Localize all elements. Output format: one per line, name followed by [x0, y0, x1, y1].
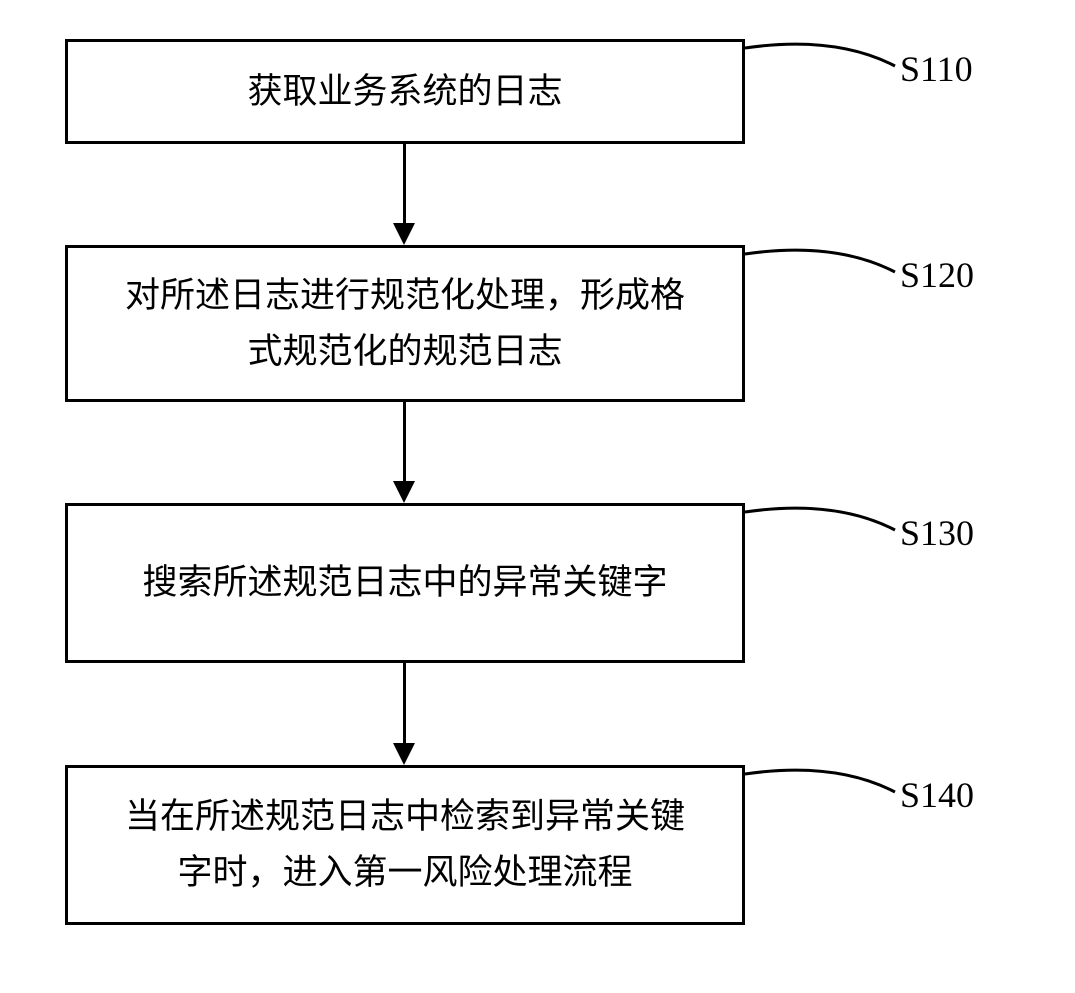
flowchart-canvas: 获取业务系统的日志 S110 对所述日志进行规范化处理，形成格 式规范化的规范日… [0, 0, 1075, 993]
leader-line-s140 [0, 0, 1075, 993]
